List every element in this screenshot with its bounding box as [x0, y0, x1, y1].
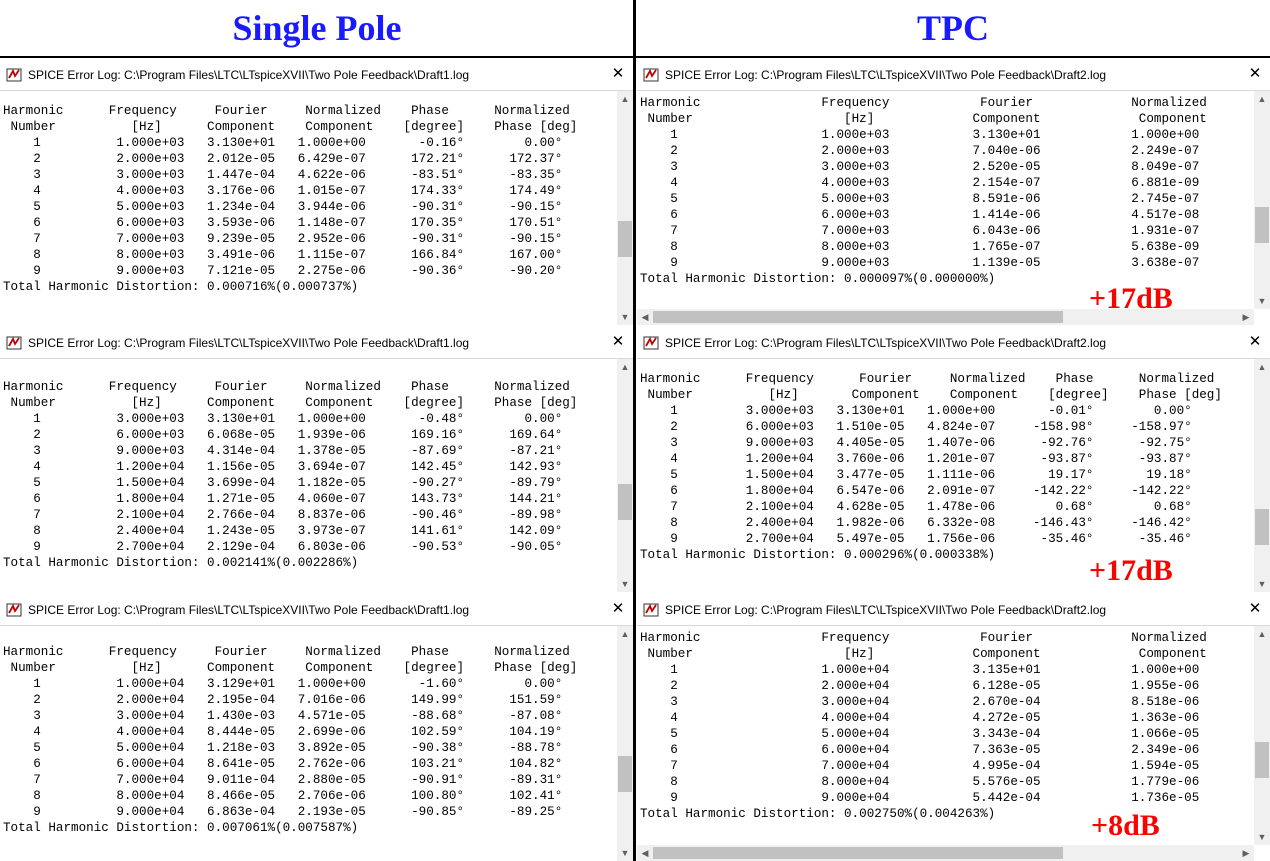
- window-title: SPICE Error Log: C:\Program Files\LTC\LT…: [665, 336, 1107, 350]
- scroll-right-arrow-icon[interactable]: ▶: [1242, 848, 1250, 858]
- log-content: Harmonic Frequency Fourier Normalized Ph…: [637, 359, 1254, 592]
- window-titlebar[interactable]: SPICE Error Log: C:\Program Files\LTC\LT…: [0, 60, 633, 91]
- scroll-thumb-horizontal[interactable]: [653, 847, 1063, 859]
- close-icon[interactable]: ✕: [1248, 600, 1262, 617]
- vertical-scrollbar[interactable]: ▲ ▼: [617, 359, 633, 592]
- close-icon[interactable]: ✕: [1248, 65, 1262, 82]
- log-window-single-pole-2: SPICE Error Log: C:\Program Files\LTC\LT…: [0, 328, 633, 592]
- window-title: SPICE Error Log: C:\Program Files\LTC\LT…: [665, 68, 1107, 82]
- scroll-down-arrow-icon[interactable]: ▼: [1257, 832, 1267, 842]
- vertical-scrollbar[interactable]: ▲ ▼: [617, 626, 633, 861]
- vertical-scrollbar[interactable]: ▲ ▼: [1254, 626, 1270, 845]
- log-window-tpc-3: SPICE Error Log: C:\Program Files\LTC\LT…: [637, 595, 1270, 861]
- scroll-down-arrow-icon[interactable]: ▼: [1257, 579, 1267, 589]
- scroll-thumb[interactable]: [1255, 742, 1269, 778]
- scroll-thumb[interactable]: [1255, 509, 1269, 545]
- fourier-table: Harmonic Frequency Fourier Normalized Ph…: [3, 104, 578, 294]
- scroll-thumb[interactable]: [1255, 207, 1269, 243]
- gain-annotation: +8dB: [1091, 809, 1160, 842]
- close-icon[interactable]: ✕: [611, 65, 625, 82]
- scroll-thumb[interactable]: [618, 756, 632, 792]
- scroll-down-arrow-icon[interactable]: ▼: [620, 848, 630, 858]
- gain-annotation: +17dB: [1089, 554, 1173, 587]
- scroll-thumb[interactable]: [618, 221, 632, 257]
- ltspice-icon: [6, 67, 22, 83]
- tpc-header: TPC: [636, 0, 1270, 58]
- window-title: SPICE Error Log: C:\Program Files\LTC\LT…: [665, 603, 1107, 617]
- vertical-scrollbar[interactable]: ▲ ▼: [1254, 91, 1270, 309]
- log-window-single-pole-3: SPICE Error Log: C:\Program Files\LTC\LT…: [0, 595, 633, 861]
- window-title: SPICE Error Log: C:\Program Files\LTC\LT…: [28, 68, 470, 82]
- log-content: Harmonic Frequency Fourier Normalized Nu…: [637, 626, 1254, 845]
- close-icon[interactable]: ✕: [1248, 333, 1262, 350]
- horizontal-scrollbar[interactable]: ◀ ▶: [637, 309, 1254, 325]
- scroll-up-arrow-icon[interactable]: ▲: [1257, 629, 1267, 639]
- scroll-right-arrow-icon[interactable]: ▶: [1242, 312, 1250, 322]
- scroll-up-arrow-icon[interactable]: ▲: [620, 94, 630, 104]
- scroll-down-arrow-icon[interactable]: ▼: [620, 579, 630, 589]
- scroll-up-arrow-icon[interactable]: ▲: [620, 629, 630, 639]
- fourier-table: Harmonic Frequency Fourier Normalized Nu…: [640, 96, 1207, 286]
- window-title: SPICE Error Log: C:\Program Files\LTC\LT…: [28, 603, 470, 617]
- single-pole-header: Single Pole: [0, 0, 634, 58]
- ltspice-icon: [643, 335, 659, 351]
- fourier-table: Harmonic Frequency Fourier Normalized Ph…: [3, 380, 578, 570]
- window-titlebar[interactable]: SPICE Error Log: C:\Program Files\LTC\LT…: [637, 328, 1270, 359]
- column-divider: [633, 0, 636, 861]
- scroll-up-arrow-icon[interactable]: ▲: [1257, 94, 1267, 104]
- scroll-down-arrow-icon[interactable]: ▼: [1257, 296, 1267, 306]
- fourier-table: Harmonic Frequency Fourier Normalized Nu…: [640, 631, 1207, 821]
- window-titlebar[interactable]: SPICE Error Log: C:\Program Files\LTC\LT…: [637, 595, 1270, 626]
- log-content: Harmonic Frequency Fourier Normalized Ph…: [0, 359, 617, 592]
- scroll-up-arrow-icon[interactable]: ▲: [1257, 362, 1267, 372]
- ltspice-icon: [6, 335, 22, 351]
- scroll-up-arrow-icon[interactable]: ▲: [620, 362, 630, 372]
- fourier-table: Harmonic Frequency Fourier Normalized Ph…: [640, 372, 1222, 562]
- ltspice-icon: [643, 67, 659, 83]
- horizontal-scrollbar[interactable]: ◀ ▶: [637, 845, 1254, 861]
- window-titlebar[interactable]: SPICE Error Log: C:\Program Files\LTC\LT…: [0, 595, 633, 626]
- close-icon[interactable]: ✕: [611, 600, 625, 617]
- window-title: SPICE Error Log: C:\Program Files\LTC\LT…: [28, 336, 470, 350]
- log-content: Harmonic Frequency Fourier Normalized Nu…: [637, 91, 1254, 309]
- ltspice-icon: [6, 602, 22, 618]
- log-content: Harmonic Frequency Fourier Normalized Ph…: [0, 626, 617, 861]
- log-window-tpc-2: SPICE Error Log: C:\Program Files\LTC\LT…: [637, 328, 1270, 592]
- scroll-down-arrow-icon[interactable]: ▼: [620, 312, 630, 322]
- scroll-thumb[interactable]: [618, 484, 632, 520]
- window-titlebar[interactable]: SPICE Error Log: C:\Program Files\LTC\LT…: [0, 328, 633, 359]
- scroll-left-arrow-icon[interactable]: ◀: [641, 312, 649, 322]
- vertical-scrollbar[interactable]: ▲ ▼: [617, 91, 633, 325]
- vertical-scrollbar[interactable]: ▲ ▼: [1254, 359, 1270, 592]
- scroll-left-arrow-icon[interactable]: ◀: [641, 848, 649, 858]
- log-window-tpc-1: SPICE Error Log: C:\Program Files\LTC\LT…: [637, 60, 1270, 325]
- log-content: Harmonic Frequency Fourier Normalized Ph…: [0, 91, 617, 325]
- window-titlebar[interactable]: SPICE Error Log: C:\Program Files\LTC\LT…: [637, 60, 1270, 91]
- ltspice-icon: [643, 602, 659, 618]
- log-window-single-pole-1: SPICE Error Log: C:\Program Files\LTC\LT…: [0, 60, 633, 325]
- scroll-thumb-horizontal[interactable]: [653, 311, 1063, 323]
- fourier-table: Harmonic Frequency Fourier Normalized Ph…: [3, 645, 578, 835]
- close-icon[interactable]: ✕: [611, 333, 625, 350]
